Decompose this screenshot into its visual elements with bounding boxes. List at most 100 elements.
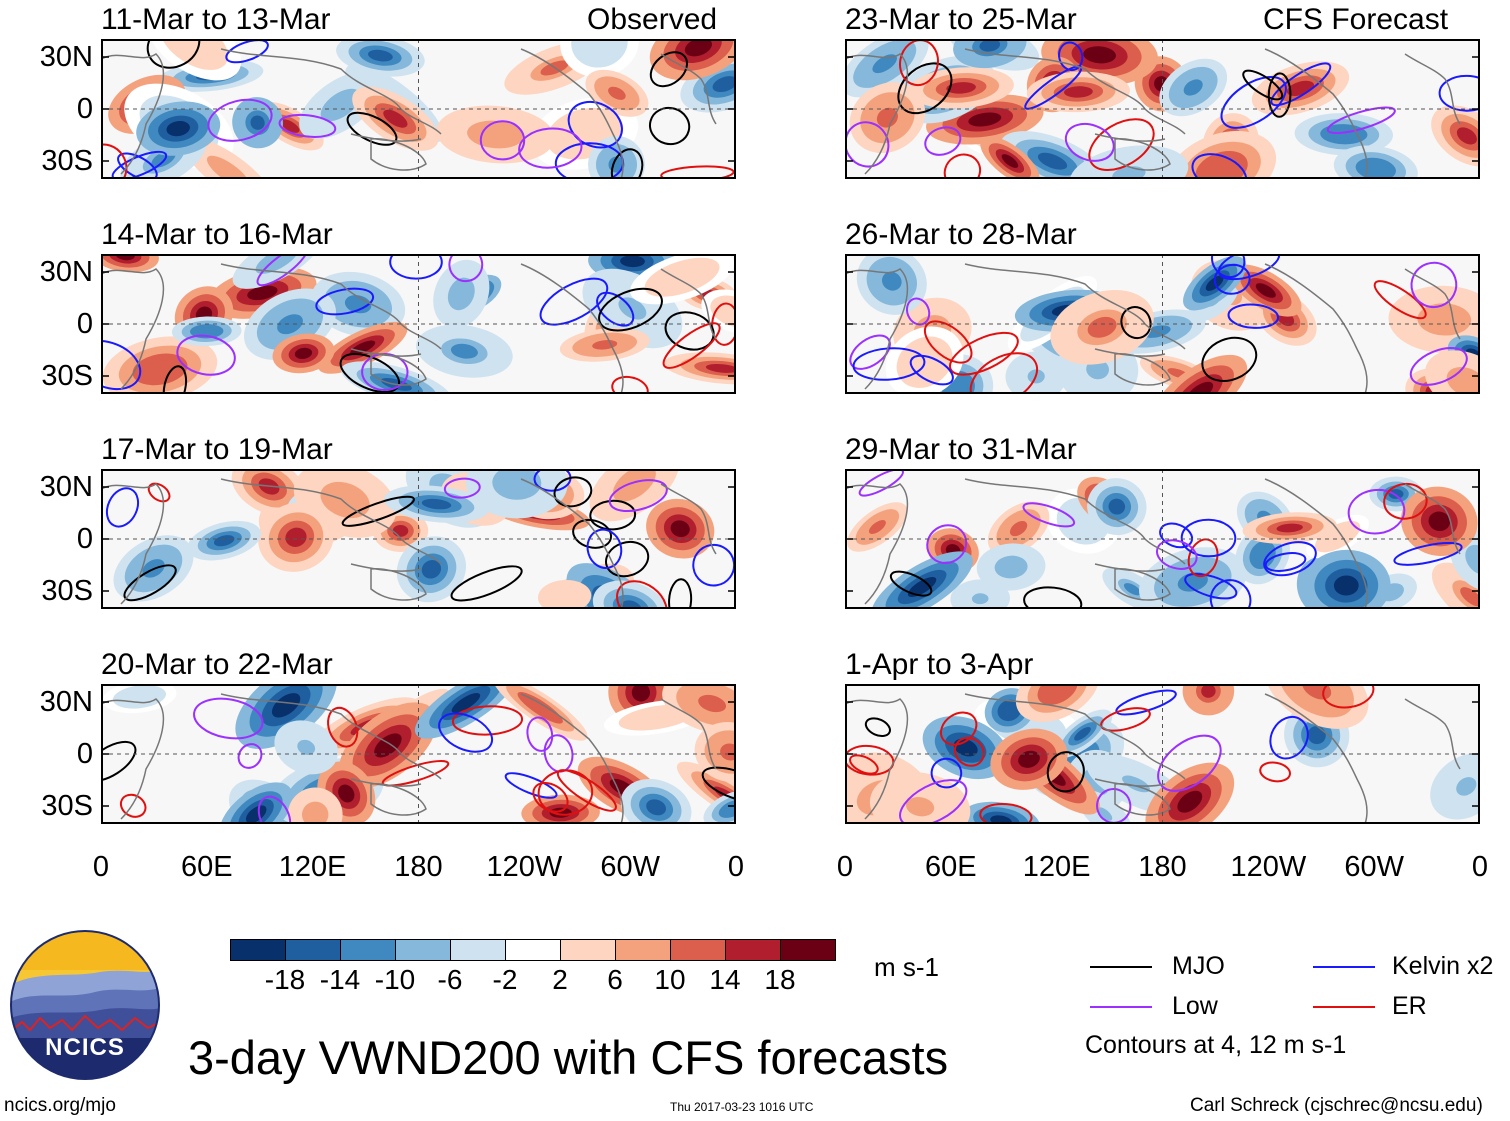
contour-line xyxy=(572,518,613,549)
contour-line xyxy=(381,760,450,787)
contour-note: Contours at 4, 12 m s-1 xyxy=(1085,1031,1347,1059)
contour-line xyxy=(119,793,147,818)
contour-line xyxy=(897,62,953,115)
contour-line xyxy=(1259,761,1291,783)
coastline xyxy=(101,483,165,605)
contour-line xyxy=(1023,586,1083,609)
contour-line xyxy=(649,51,689,88)
anomaly-shade xyxy=(868,520,886,534)
anomaly-shade xyxy=(1002,704,1017,717)
contour-line xyxy=(1267,72,1292,118)
contour-line xyxy=(1022,502,1076,528)
colorbar-tick: -2 xyxy=(492,964,518,995)
anomaly-shade xyxy=(620,255,645,268)
colorbar-swatch xyxy=(670,939,726,961)
contour-line xyxy=(668,578,693,609)
colorbar-swatch xyxy=(505,939,561,961)
lon-label: 0 xyxy=(727,851,745,883)
anomaly-shade xyxy=(621,472,647,494)
anomaly-shade xyxy=(350,340,376,356)
anomaly-shade xyxy=(285,527,307,547)
anomaly-shade xyxy=(1064,86,1093,98)
legend-label-kelvin: Kelvin x2 xyxy=(1392,952,1494,980)
lat-label: 0 xyxy=(76,93,93,125)
lat-label: 30N xyxy=(39,686,93,718)
anomaly-shade xyxy=(297,739,316,755)
contour-line xyxy=(147,482,171,503)
contour-line xyxy=(450,565,523,602)
lon-label: 120E xyxy=(278,851,347,883)
lon-label: 180 xyxy=(394,851,443,883)
contour-line xyxy=(101,740,137,782)
lat-label: 30S xyxy=(41,145,93,177)
coastline xyxy=(220,693,442,780)
colorbar-swatch xyxy=(725,939,781,961)
contour-line xyxy=(448,254,484,283)
lat-label: 0 xyxy=(76,738,93,770)
anomaly-shade xyxy=(1388,489,1404,499)
anomaly-shade xyxy=(307,806,323,823)
lon-label: 0 xyxy=(1471,851,1489,883)
colorbar-tick: 18 xyxy=(764,964,796,995)
legend-label-low: Low xyxy=(1172,992,1218,1020)
anomaly-shade xyxy=(421,560,442,579)
contour-line xyxy=(1120,306,1152,340)
coastline xyxy=(1404,53,1461,125)
map-panel xyxy=(845,684,1480,824)
anomaly-shade xyxy=(1460,587,1480,607)
contour-line xyxy=(1270,62,1332,107)
colorbar-swatch xyxy=(450,939,506,961)
anomaly-shade xyxy=(948,377,968,394)
contour-line xyxy=(105,487,140,528)
lon-label: 60E xyxy=(181,851,233,883)
colorbar-tick: 14 xyxy=(709,964,741,995)
contour-line xyxy=(1383,482,1428,520)
anomaly-shade xyxy=(1072,511,1094,531)
anomaly-shade xyxy=(946,82,976,94)
ncics-logo: NCICS xyxy=(10,930,160,1080)
legend-line-mjo xyxy=(1090,966,1152,968)
contour-line xyxy=(616,580,668,609)
contour-line xyxy=(315,287,375,316)
colorbar-swatch xyxy=(340,939,396,961)
anomaly-shade xyxy=(631,684,651,702)
coastline xyxy=(1404,483,1461,555)
contour-line xyxy=(1115,689,1177,716)
anomaly-shade xyxy=(1001,154,1019,168)
anomaly-shade xyxy=(1009,521,1028,537)
coastline xyxy=(1404,698,1461,770)
contour-line xyxy=(1211,254,1246,279)
anomaly-shade xyxy=(338,784,355,803)
anomaly-shade xyxy=(1087,316,1117,338)
contour-line xyxy=(207,98,273,142)
contour-line xyxy=(101,339,142,391)
map-panel xyxy=(845,39,1480,179)
contour-line xyxy=(1184,572,1238,600)
contour-line xyxy=(586,528,623,569)
anomaly-shade xyxy=(876,107,898,128)
contour-line xyxy=(939,711,978,746)
coastline xyxy=(964,48,1186,135)
contour-line xyxy=(438,712,494,753)
contour-line xyxy=(899,779,968,824)
coastline xyxy=(370,353,427,386)
anomaly-shade xyxy=(971,593,989,605)
panel-title: 29-Mar to 31-Mar xyxy=(845,433,1077,466)
cfs-forecast-label: CFS Forecast xyxy=(1263,3,1449,36)
colorbar-tick: -14 xyxy=(319,964,361,995)
anomaly-shade xyxy=(213,535,235,547)
panel-title: 14-Mar to 16-Mar xyxy=(101,218,333,251)
anomaly-shade xyxy=(180,39,208,54)
coastline xyxy=(660,268,717,340)
anomaly-shade xyxy=(724,305,736,318)
footer-url[interactable]: ncics.org/mjo xyxy=(4,1095,116,1116)
colorbar-swatch xyxy=(615,939,671,961)
contour-line xyxy=(162,365,188,394)
contour-line xyxy=(1213,263,1251,295)
contour-line xyxy=(923,320,973,364)
anomaly-shade xyxy=(1364,162,1388,176)
contour-line xyxy=(553,476,593,508)
map-panel xyxy=(101,39,736,179)
panel-title: 20-Mar to 22-Mar xyxy=(101,648,333,681)
coastline xyxy=(964,478,1186,565)
